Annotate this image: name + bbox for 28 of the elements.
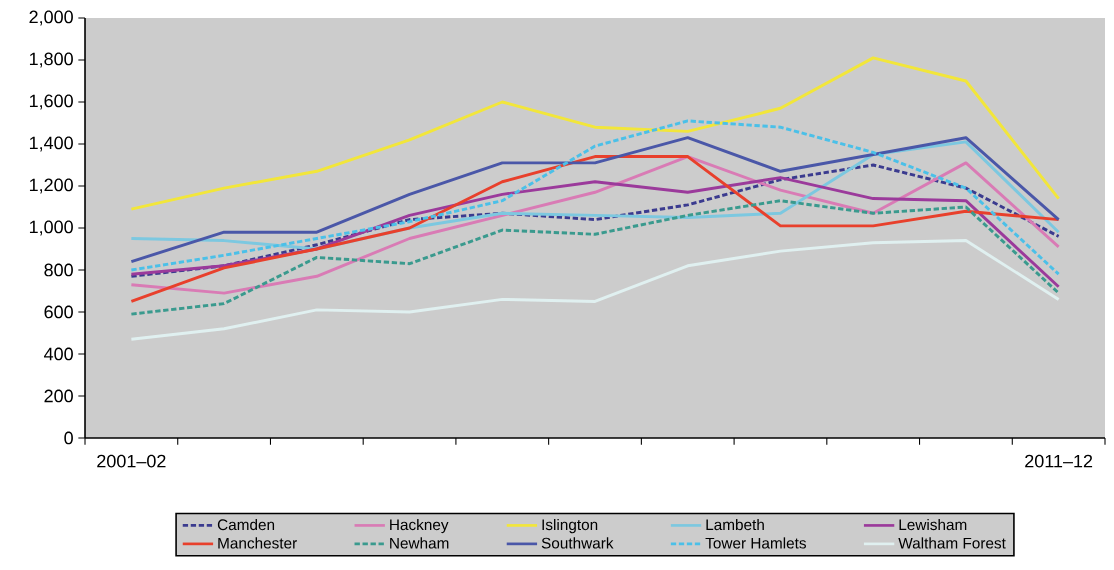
- legend-label: Southwark: [541, 537, 614, 549]
- line-series: [129, 56, 1061, 211]
- y-tick-label: 400: [44, 347, 73, 361]
- line-series: [129, 163, 1061, 278]
- y-tick-label: 600: [44, 305, 73, 319]
- x-tick-label: 2001–02: [97, 454, 166, 468]
- legend-label: Islington: [542, 518, 598, 534]
- y-tick-label: 1,600: [29, 94, 73, 110]
- y-tick-label: 1,800: [29, 52, 73, 68]
- y-tick-label: 1,000: [29, 220, 73, 236]
- y-tick-label: 1,200: [29, 178, 73, 194]
- x-tick-label: 2011–12: [1025, 454, 1093, 468]
- y-tick-label: 0: [64, 431, 73, 445]
- legend-label: Lambeth: [706, 518, 764, 531]
- legend-label: Hackney: [390, 518, 449, 534]
- legend-label: Camden: [217, 518, 275, 531]
- legend-label: Waltham Forest: [898, 537, 1006, 549]
- legend-label: Newham: [390, 537, 449, 549]
- line-series: [129, 119, 1061, 276]
- y-tick-label: 800: [44, 263, 73, 277]
- line-series: [129, 239, 1061, 341]
- legend-label: Lewisham: [899, 518, 967, 531]
- y-tick-label: 2,000: [29, 10, 73, 26]
- y-tick-label: 200: [44, 389, 73, 403]
- legend-label: Manchester: [218, 537, 297, 549]
- legend-label: Tower Hamlets: [705, 537, 807, 549]
- line-series: [129, 199, 1061, 316]
- y-tick-label: 1,400: [29, 136, 73, 152]
